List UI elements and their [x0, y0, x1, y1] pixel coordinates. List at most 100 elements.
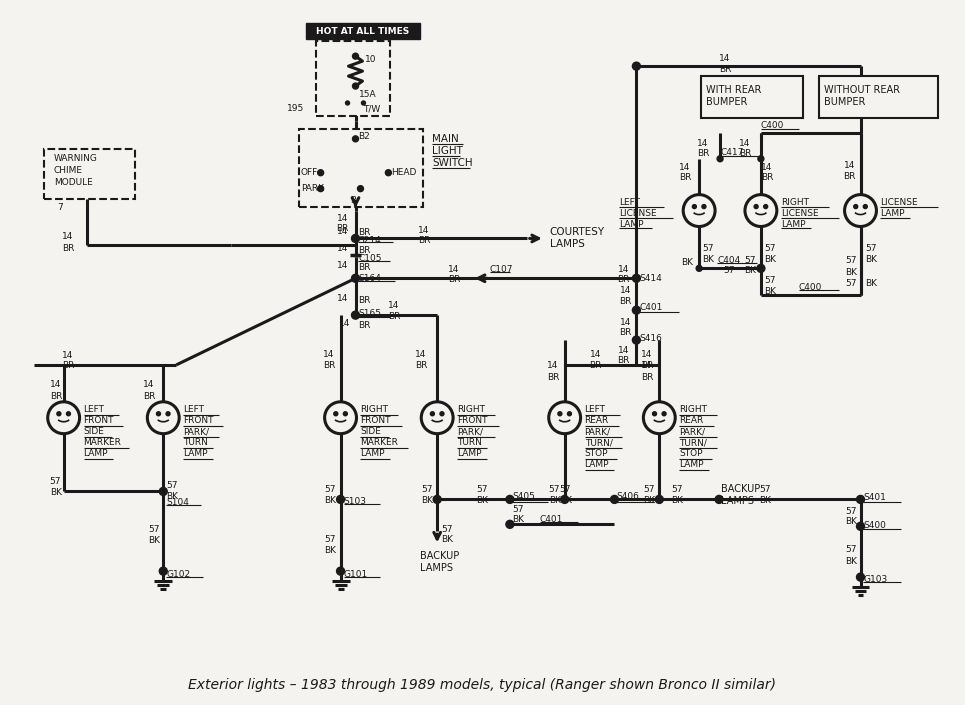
Circle shape [652, 412, 656, 416]
Text: 14: 14 [618, 345, 629, 355]
Circle shape [337, 496, 345, 503]
Text: LICENSE: LICENSE [880, 198, 918, 207]
Text: 14: 14 [448, 265, 459, 274]
Text: 14: 14 [339, 319, 350, 328]
Text: SIDE: SIDE [361, 427, 381, 436]
Circle shape [67, 412, 70, 416]
Circle shape [696, 265, 703, 271]
Text: LEFT: LEFT [183, 405, 205, 415]
Text: 7: 7 [58, 203, 64, 212]
Text: RIGHT: RIGHT [679, 405, 707, 415]
Circle shape [385, 170, 392, 176]
Circle shape [362, 101, 366, 105]
Text: SIDE: SIDE [84, 427, 104, 436]
Circle shape [655, 496, 663, 503]
Text: 14: 14 [642, 362, 652, 370]
Bar [43, 149, 135, 199]
Circle shape [352, 53, 358, 59]
Circle shape [758, 156, 764, 161]
Text: BK: BK [422, 496, 433, 505]
Text: 14: 14 [719, 54, 731, 63]
Text: WITHOUT REAR: WITHOUT REAR [824, 85, 899, 95]
Text: LEFT: LEFT [84, 405, 104, 415]
Text: BK: BK [441, 535, 454, 544]
Text: BR: BR [62, 244, 74, 253]
Text: BK: BK [866, 255, 877, 264]
Circle shape [156, 412, 160, 416]
Circle shape [632, 274, 641, 282]
Text: BR: BR [697, 149, 709, 159]
Circle shape [857, 522, 865, 530]
Circle shape [683, 195, 715, 226]
Text: 15A: 15A [358, 90, 376, 99]
Text: C401: C401 [640, 302, 663, 312]
Text: 14: 14 [418, 226, 429, 235]
Text: 57: 57 [441, 525, 453, 534]
Text: 57: 57 [324, 535, 336, 544]
Text: BK: BK [511, 515, 524, 524]
Text: COURTESY: COURTESY [550, 228, 605, 238]
Text: BK: BK [845, 517, 858, 526]
Text: LAMP: LAMP [585, 460, 609, 469]
Text: HOT AT ALL TIMES: HOT AT ALL TIMES [316, 27, 409, 36]
Text: 57: 57 [511, 505, 523, 514]
Text: PARK/: PARK/ [585, 427, 611, 436]
Text: BK: BK [764, 287, 776, 295]
Text: 57: 57 [703, 244, 714, 253]
Circle shape [758, 265, 764, 271]
Text: C105: C105 [358, 254, 382, 263]
Text: S416: S416 [640, 333, 662, 343]
Text: 14: 14 [388, 301, 400, 309]
Text: LAMPS: LAMPS [550, 240, 585, 250]
Text: BK: BK [744, 266, 756, 275]
Circle shape [857, 496, 865, 503]
Text: S164: S164 [358, 274, 381, 283]
Text: S405: S405 [511, 492, 535, 501]
Circle shape [47, 402, 79, 434]
Text: 14: 14 [620, 318, 631, 326]
Circle shape [351, 235, 360, 243]
Text: S406: S406 [617, 492, 640, 501]
Text: BK: BK [758, 496, 771, 505]
Text: 57: 57 [560, 485, 571, 494]
Circle shape [745, 195, 777, 226]
Text: CHIME: CHIME [54, 166, 83, 176]
Text: 14: 14 [144, 381, 154, 389]
Text: C400: C400 [760, 121, 785, 130]
Text: S414: S414 [640, 274, 662, 283]
Text: BK: BK [549, 496, 561, 505]
Text: BR: BR [719, 65, 731, 73]
Circle shape [440, 412, 444, 416]
Text: S165: S165 [358, 309, 381, 318]
Text: BK: BK [866, 278, 877, 288]
Text: 57: 57 [866, 244, 877, 253]
Circle shape [351, 274, 360, 282]
Text: TURN/: TURN/ [679, 438, 707, 447]
Circle shape [702, 204, 706, 209]
Text: TURN: TURN [457, 438, 482, 447]
Text: 14: 14 [620, 286, 631, 295]
Text: S400: S400 [864, 521, 887, 530]
Circle shape [844, 195, 876, 226]
Text: BR: BR [739, 149, 752, 159]
Text: 14: 14 [337, 244, 348, 253]
Text: B2: B2 [358, 133, 371, 142]
Text: 14: 14 [697, 140, 708, 148]
Circle shape [854, 204, 858, 209]
Circle shape [567, 412, 571, 416]
Circle shape [422, 402, 454, 434]
Text: BK: BK [845, 557, 858, 565]
Text: BR: BR [618, 357, 630, 365]
Circle shape [317, 170, 323, 176]
Text: FRONT: FRONT [361, 416, 391, 425]
Circle shape [351, 311, 360, 319]
Text: BR: BR [62, 362, 74, 370]
Text: TURN/: TURN/ [585, 438, 613, 447]
Text: 57: 57 [549, 485, 561, 494]
Text: C417: C417 [720, 148, 743, 157]
Text: MODULE: MODULE [54, 178, 93, 187]
Circle shape [337, 567, 345, 575]
Text: LAMP: LAMP [84, 449, 108, 458]
Text: BR: BR [547, 374, 559, 382]
Text: 57: 57 [744, 256, 756, 265]
